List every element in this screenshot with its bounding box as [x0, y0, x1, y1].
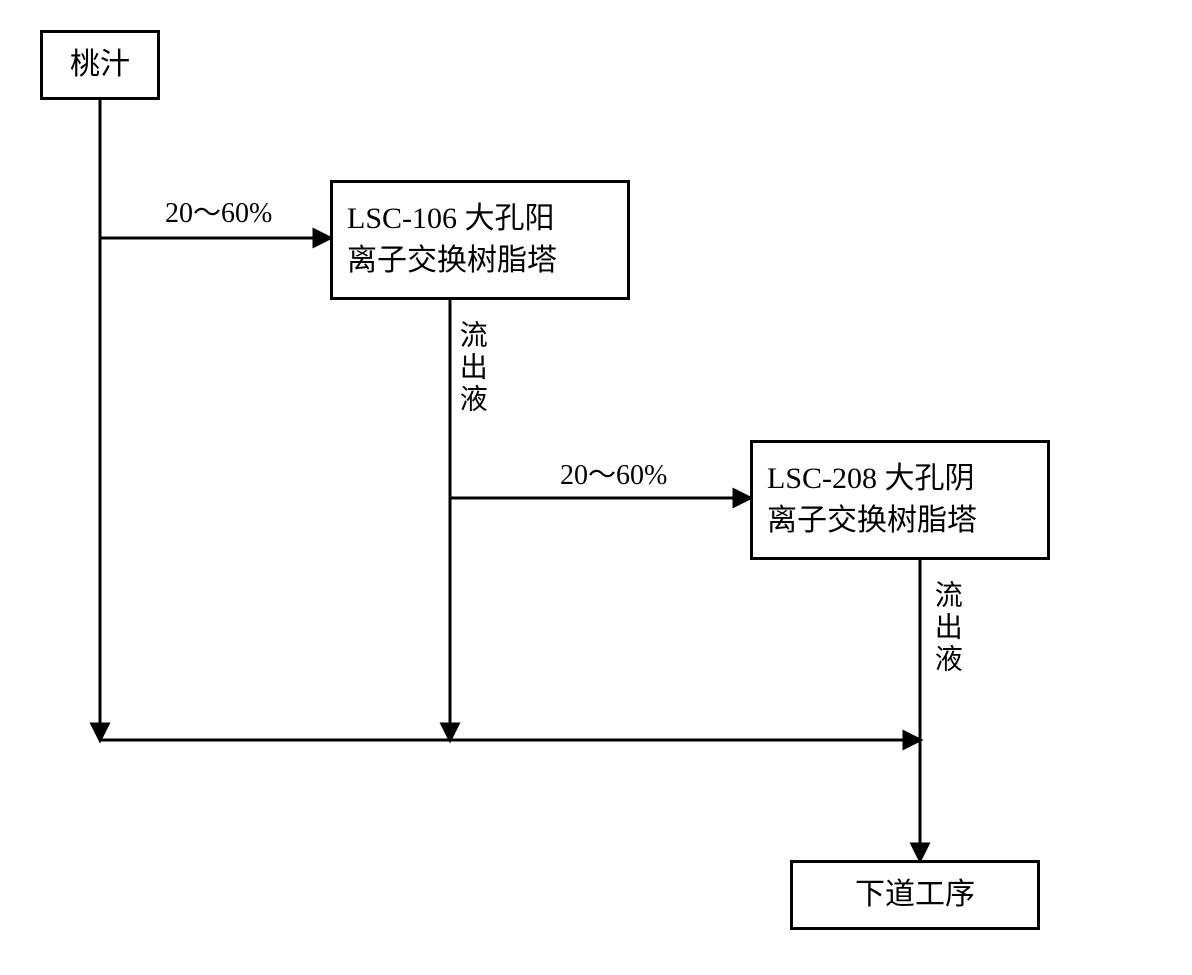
node-cation-tower: LSC-106 大孔阳 离子交换树脂塔: [330, 180, 630, 300]
label-effluent-1: 流出液: [455, 320, 486, 416]
node-anion-label: LSC-208 大孔阴 离子交换树脂塔: [767, 458, 977, 542]
node-next-process: 下道工序: [790, 860, 1040, 930]
node-cation-label: LSC-106 大孔阳 离子交换树脂塔: [347, 198, 557, 282]
label-percent-2: 20～60%: [560, 460, 667, 492]
label-percent-2-text: 20～60%: [560, 460, 667, 491]
label-percent-1: 20～60%: [165, 198, 272, 230]
node-start: 桃汁: [40, 30, 160, 100]
node-anion-tower: LSC-208 大孔阴 离子交换树脂塔: [750, 440, 1050, 560]
node-start-label: 桃汁: [70, 44, 130, 86]
label-effluent-1-text: 流出液: [456, 320, 487, 416]
label-effluent-2-text: 流出液: [931, 580, 962, 676]
node-next-label: 下道工序: [855, 874, 975, 916]
label-effluent-2: 流出液: [930, 580, 961, 676]
label-percent-1-text: 20～60%: [165, 198, 272, 229]
